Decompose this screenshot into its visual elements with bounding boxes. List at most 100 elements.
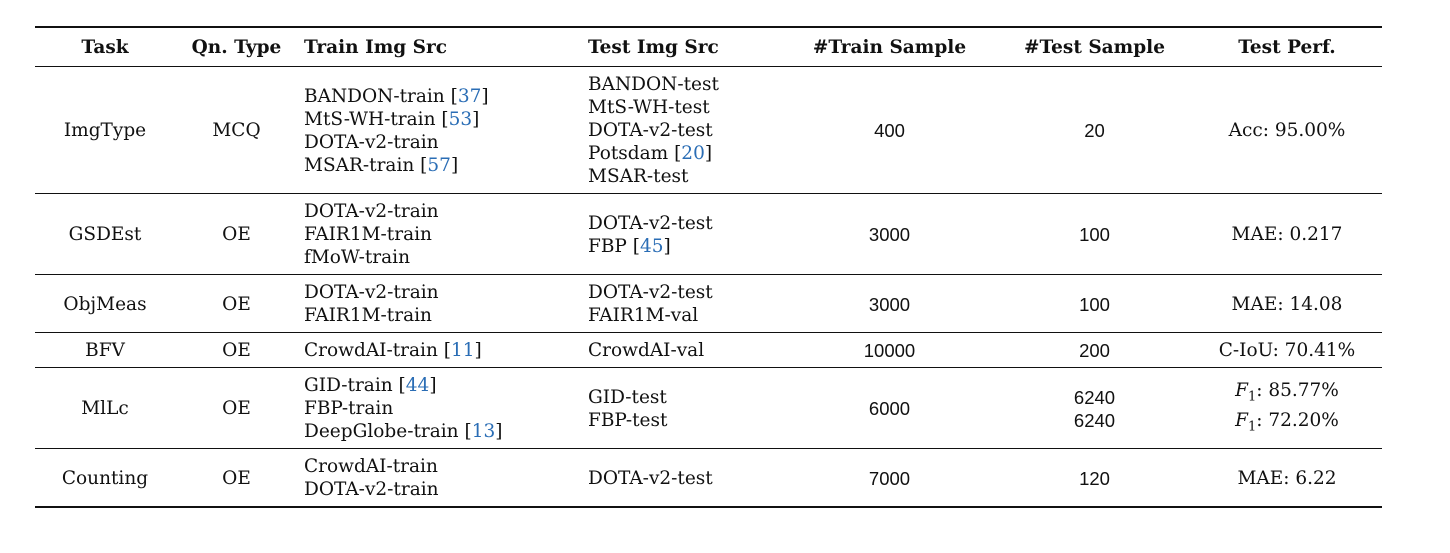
cell-task: MlLc — [81, 398, 129, 419]
train-source-item: CrowdAI-train [11] — [304, 340, 482, 361]
cell-qn-type: OE — [222, 398, 251, 419]
cell-qn-type: OE — [222, 293, 251, 315]
cell-train-img-src: DOTA-v2-train FAIR1M-train fMoW-train — [298, 194, 582, 275]
source-name: GID-test — [588, 386, 667, 408]
test-source-item: FBP [45] — [588, 235, 671, 257]
source-name: DeepGlobe-train — [304, 421, 459, 442]
test-source-item: FAIR1M-val — [588, 304, 776, 327]
source-name: FBP-train — [304, 398, 394, 419]
source-name: DOTA-v2-train — [304, 282, 439, 303]
test-source-item: DOTA-v2-test — [588, 212, 776, 235]
citation-link[interactable]: 44 — [405, 375, 430, 396]
cell-test-img-src: BANDON-test MtS-WH-test DOTA-v2-test Potsda… — [582, 67, 782, 194]
cell-test-perf: Acc: 95.00% — [1192, 67, 1382, 194]
cell-train-img-src: CrowdAI-train [11] — [298, 333, 582, 368]
perf-text: : 72.20% — [1256, 409, 1339, 431]
cell-train-img-src: GID-train [44] FBP-train DeepGlobe-train [… — [298, 368, 582, 449]
cell-test-perf: MAE: 6.22 — [1192, 449, 1382, 508]
cell-task: ImgType — [63, 120, 147, 141]
source-name: FAIR1M-train — [304, 224, 432, 245]
perf-value: F1: 85.77% — [1198, 379, 1376, 409]
train-source-item: DeepGlobe-train [13] — [304, 421, 503, 442]
test-source-item: DOTA-v2-test — [588, 467, 776, 490]
test-source-item: GID-test — [588, 386, 776, 409]
citation-link[interactable]: 45 — [640, 235, 664, 257]
source-name: BANDON-train — [304, 85, 445, 107]
cell-train-img-src: BANDON-train [37] MtS-WH-train [53] DOTA-v… — [298, 67, 582, 194]
cell-test-img-src: GID-test FBP-test — [582, 368, 782, 449]
dataset-table: Task Qn. Type Train Img Src Test Img Src… — [35, 26, 1382, 508]
source-name: MSAR-train — [304, 154, 415, 176]
citation-link[interactable]: 53 — [448, 108, 473, 130]
train-source-item: DOTA-v2-train — [304, 281, 576, 304]
cell-test-img-src: DOTA-v2-test FBP [45] — [582, 194, 782, 275]
cell-train-sample: 7000 — [868, 467, 911, 489]
header-test-img-src: Test Img Src — [588, 36, 719, 58]
table-row: MlLc OE GID-train [44] FBP-train DeepGlobe-t… — [35, 368, 1382, 449]
header-row: Task Qn. Type Train Img Src Test Img Src… — [35, 27, 1382, 67]
source-name: DOTA-v2-test — [588, 212, 713, 234]
source-name: FAIR1M-train — [304, 305, 432, 326]
perf-text: C-IoU: 70.41% — [1218, 340, 1356, 361]
header-task: Task — [81, 36, 129, 58]
perf-value: MAE: 0.217 — [1198, 223, 1376, 246]
citation-link[interactable]: 13 — [471, 421, 496, 442]
source-name: MSAR-test — [588, 166, 689, 187]
source-name: DOTA-v2-train — [304, 201, 439, 222]
test-sample-value: 6240 — [1073, 386, 1116, 408]
test-sample-value: 6240 — [1073, 409, 1116, 431]
cell-train-sample: 400 — [874, 120, 905, 141]
cell-task: GSDEst — [68, 224, 142, 245]
cell-test-perf: F1: 85.77% F1: 72.20% — [1192, 368, 1382, 449]
cell-test-perf: C-IoU: 70.41% — [1192, 333, 1382, 368]
cell-train-sample: 3000 — [868, 293, 911, 315]
source-name: fMoW-train — [304, 247, 410, 268]
train-source-item: BANDON-train [37] — [304, 85, 489, 107]
cell-qn-type: OE — [222, 340, 251, 361]
citation-link[interactable]: 11 — [450, 340, 475, 361]
cell-test-perf: MAE: 0.217 — [1192, 194, 1382, 275]
cell-qn-type: MCQ — [212, 120, 261, 141]
source-name: GID-train — [304, 375, 393, 396]
cell-train-sample: 10000 — [863, 340, 916, 361]
train-source-item: DOTA-v2-train — [304, 478, 576, 501]
cell-task: BFV — [85, 340, 125, 361]
source-name: DOTA-v2-test — [588, 282, 713, 303]
train-source-item: DOTA-v2-train — [304, 131, 576, 154]
cell-qn-type: OE — [222, 224, 251, 245]
cell-test-sample: 200 — [997, 333, 1192, 368]
source-name: CrowdAI-train — [304, 456, 438, 477]
header-train-img-src: Train Img Src — [304, 36, 448, 58]
header-test-perf: Test Perf. — [1238, 36, 1336, 58]
citation-link[interactable]: 20 — [681, 143, 705, 164]
perf-text: MAE: 14.08 — [1231, 293, 1343, 315]
test-sample-value: 120 — [1079, 467, 1110, 489]
test-source-item: MSAR-test — [588, 165, 776, 188]
cell-train-sample: 6000 — [868, 398, 911, 419]
f1-symbol: F1 — [1235, 379, 1257, 405]
perf-value: C-IoU: 70.41% — [1198, 339, 1376, 362]
source-name: FAIR1M-val — [588, 305, 699, 326]
test-sample-value: 200 — [1079, 340, 1110, 361]
table-row: ImgType MCQ BANDON-train [37] MtS-WH-train … — [35, 67, 1382, 194]
source-name: FBP — [588, 235, 627, 257]
test-source-item: DOTA-v2-test — [588, 119, 776, 142]
source-name: CrowdAI-train — [304, 340, 438, 361]
source-name: MtS-WH-test — [588, 97, 710, 118]
cell-test-img-src: DOTA-v2-test FAIR1M-val — [582, 275, 782, 333]
cell-test-img-src: CrowdAI-val — [582, 333, 782, 368]
citation-link[interactable]: 57 — [427, 154, 451, 176]
perf-value: Acc: 95.00% — [1198, 119, 1376, 142]
source-name: CrowdAI-val — [588, 340, 705, 361]
cell-test-img-src: DOTA-v2-test — [582, 449, 782, 508]
source-name: Potsdam — [588, 143, 669, 164]
cell-test-sample: 100 — [997, 194, 1192, 275]
perf-value: MAE: 14.08 — [1198, 293, 1376, 316]
citation-link[interactable]: 37 — [457, 85, 482, 107]
test-sample-value: 20 — [1084, 120, 1105, 141]
test-sample-value: 100 — [1079, 224, 1110, 245]
cell-test-sample: 6240 6240 — [997, 368, 1192, 449]
cell-test-sample: 20 — [997, 67, 1192, 194]
f1-symbol: F1 — [1235, 409, 1257, 435]
train-source-item: DOTA-v2-train — [304, 200, 576, 223]
